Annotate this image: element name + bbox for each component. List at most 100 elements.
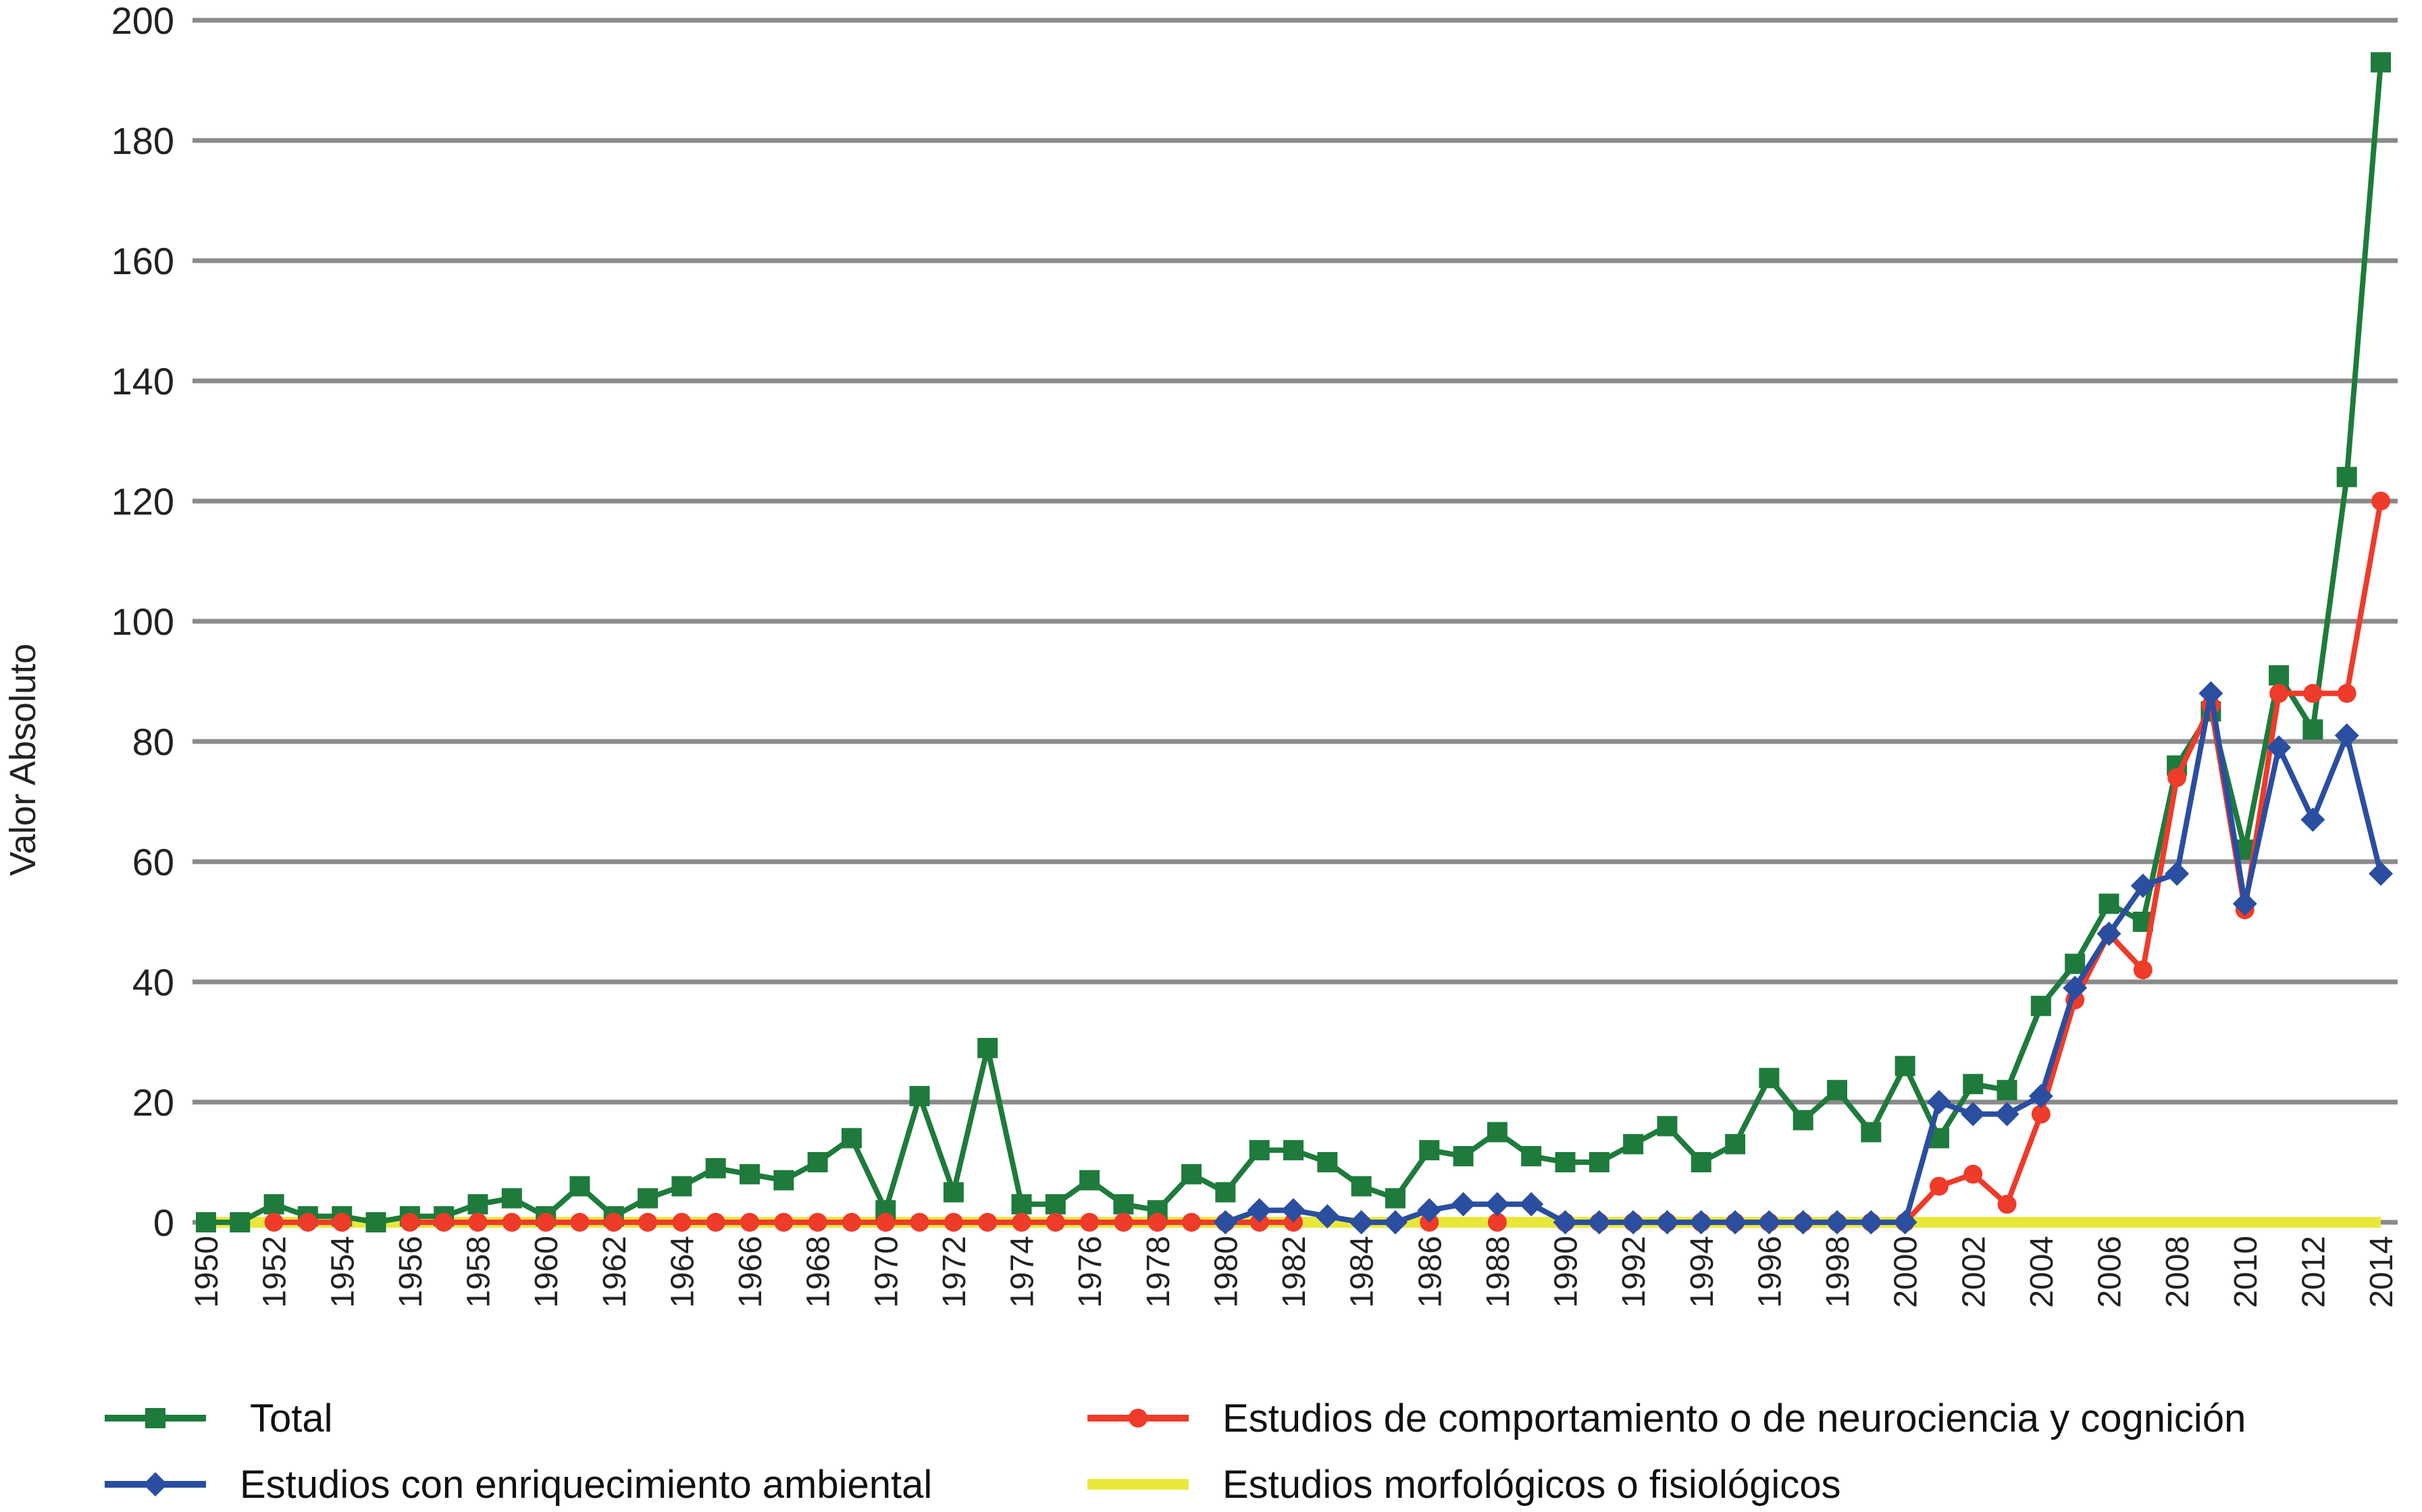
data-point-diamond — [1553, 1210, 1578, 1234]
data-point-square — [1351, 1176, 1372, 1197]
data-point-diamond — [2130, 873, 2155, 898]
legend-label: Total — [250, 1397, 333, 1440]
data-point-square — [1963, 1074, 1984, 1095]
x-tick-label: 1950 — [189, 1236, 225, 1308]
data-point-circle — [706, 1213, 725, 1232]
data-point-square — [145, 1408, 165, 1428]
data-point-square — [501, 1188, 522, 1209]
y-axis-ticks: 0 20 40 60 80 100 120 140 160 180 200 — [111, 0, 174, 1244]
y-tick-label: 120 — [111, 480, 174, 523]
x-tick-label: 1960 — [529, 1236, 565, 1308]
data-point-diamond — [1790, 1210, 1815, 1234]
data-point-circle — [2031, 1104, 2051, 1124]
data-point-diamond — [1655, 1210, 1680, 1234]
data-point-diamond — [2267, 735, 2292, 760]
data-point-circle — [1487, 1213, 1507, 1232]
data-point-circle — [1114, 1213, 1133, 1232]
data-point-square — [1793, 1110, 1813, 1130]
data-point-square — [1691, 1152, 1711, 1172]
data-point-circle — [842, 1213, 861, 1232]
data-point-diamond — [1315, 1204, 1340, 1229]
data-point-diamond — [1417, 1198, 1442, 1223]
series-group — [196, 52, 2393, 1234]
x-tick-label: 2012 — [2296, 1236, 2331, 1308]
data-point-diamond — [1587, 1210, 1612, 1234]
data-point-diamond — [2232, 891, 2257, 916]
data-point-diamond — [143, 1472, 168, 1496]
data-point-square — [841, 1128, 862, 1149]
series-line — [1225, 690, 2384, 1225]
data-point-circle — [1148, 1213, 1167, 1232]
x-tick-label: 2008 — [2160, 1236, 2196, 1308]
legend: Total Estudios de comportamiento o de neu… — [105, 1397, 2246, 1507]
data-point-circle — [638, 1213, 658, 1232]
data-point-circle — [332, 1213, 352, 1232]
x-tick-label: 1962 — [597, 1236, 633, 1308]
y-tick-label: 60 — [132, 841, 174, 883]
y-tick-label: 180 — [111, 120, 174, 162]
data-point-square — [1555, 1152, 1576, 1172]
data-point-square — [1419, 1140, 1440, 1161]
x-tick-label: 1990 — [1549, 1236, 1584, 1308]
gridlines — [192, 18, 2398, 1225]
data-point-diamond — [1961, 1101, 1986, 1126]
data-point-diamond — [2334, 723, 2359, 748]
data-point-diamond — [1994, 1101, 2019, 1126]
data-point-square — [1861, 1122, 1882, 1143]
x-tick-label: 1964 — [665, 1236, 700, 1308]
data-point-square — [1827, 1080, 1847, 1101]
data-point-diamond — [1689, 1210, 1714, 1234]
data-point-square — [1996, 1080, 2017, 1101]
x-tick-label: 1976 — [1073, 1236, 1108, 1308]
data-point-circle — [1963, 1164, 1983, 1184]
data-point-circle — [1080, 1213, 1100, 1232]
data-point-square — [1453, 1146, 1474, 1167]
data-point-circle — [400, 1213, 419, 1232]
data-point-circle — [434, 1213, 454, 1232]
x-tick-label: 2002 — [1956, 1236, 1992, 1308]
data-point-diamond — [1926, 1090, 1951, 1114]
data-point-circle — [604, 1213, 623, 1232]
data-point-square — [1385, 1188, 1406, 1209]
data-point-diamond — [1825, 1210, 1849, 1234]
x-axis-ticks: 1950 1952 1954 1956 1958 1960 1962 1964 1966 1968… — [189, 1236, 2400, 1308]
data-point-diamond — [2028, 1084, 2053, 1109]
data-point-square — [2098, 893, 2119, 914]
data-point-circle — [2269, 683, 2289, 703]
data-point-circle — [2303, 683, 2323, 703]
x-tick-label: 1952 — [257, 1236, 293, 1308]
legend-label: Estudios morfológicos o fisiológicos — [1222, 1463, 1841, 1507]
data-point-circle — [944, 1213, 963, 1232]
y-tick-label: 20 — [132, 1081, 174, 1124]
data-point-diamond — [2063, 975, 2088, 1000]
data-point-square — [365, 1212, 386, 1232]
data-point-diamond — [1621, 1210, 1646, 1234]
data-point-square — [230, 1212, 251, 1232]
legend-label: Estudios de comportamiento o de neurocie… — [1222, 1397, 2246, 1440]
data-point-diamond — [1723, 1210, 1748, 1234]
x-tick-label: 1992 — [1616, 1236, 1652, 1308]
data-point-square — [196, 1212, 216, 1232]
data-point-square — [807, 1152, 828, 1172]
data-point-circle — [1182, 1213, 1202, 1232]
series-estudios-con-enriquecimiento-ambiental — [1213, 681, 2393, 1234]
data-point-diamond — [2198, 681, 2223, 706]
data-point-square — [2302, 719, 2323, 740]
x-tick-label: 2004 — [2024, 1236, 2060, 1308]
data-point-square — [1045, 1194, 1066, 1215]
data-point-diamond — [1485, 1192, 1510, 1217]
data-point-square — [977, 1037, 998, 1058]
data-point-square — [1521, 1146, 1542, 1167]
legend-label: Estudios con enriquecimiento ambiental — [240, 1463, 932, 1507]
legend-item: Total — [105, 1397, 333, 1440]
data-point-diamond — [1859, 1210, 1884, 1234]
data-point-circle — [2337, 683, 2356, 703]
x-tick-label: 1984 — [1345, 1236, 1381, 1308]
data-point-square — [2336, 467, 2357, 488]
data-point-square — [2030, 995, 2051, 1016]
data-point-circle — [1929, 1176, 1949, 1196]
x-tick-label: 2006 — [2092, 1236, 2128, 1308]
data-point-square — [638, 1188, 659, 1209]
x-tick-label: 1974 — [1005, 1236, 1041, 1308]
